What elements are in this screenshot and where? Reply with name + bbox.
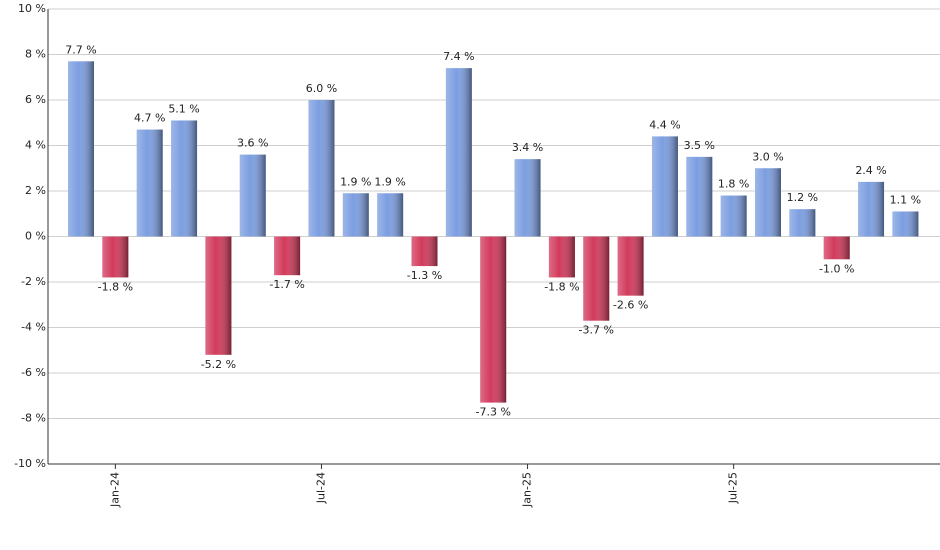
bar-shade bbox=[205, 236, 232, 355]
value-label: 7.7 % bbox=[65, 43, 96, 56]
x-tick-label: Jul-24 bbox=[314, 472, 327, 504]
bar-shade bbox=[480, 236, 507, 403]
bar-shade bbox=[720, 195, 747, 237]
bar-shade bbox=[548, 236, 575, 278]
y-tick-label: 6 % bbox=[25, 93, 46, 106]
value-label: 1.9 % bbox=[374, 175, 405, 188]
value-label: 3.6 % bbox=[237, 137, 268, 150]
bar-shade bbox=[102, 236, 129, 278]
value-label: 3.4 % bbox=[512, 141, 543, 154]
bar-shade bbox=[858, 181, 885, 237]
value-label: 2.4 % bbox=[855, 164, 886, 177]
value-label: 3.0 % bbox=[752, 150, 783, 163]
value-label: -2.6 % bbox=[613, 299, 648, 312]
value-label: 1.9 % bbox=[340, 175, 371, 188]
value-label: 6.0 % bbox=[306, 82, 337, 95]
bar-shade bbox=[583, 236, 610, 321]
bar-shade bbox=[651, 136, 678, 237]
y-tick-label: -6 % bbox=[21, 366, 46, 379]
y-tick-label: 10 % bbox=[18, 2, 46, 15]
bar-shade bbox=[617, 236, 644, 296]
bar-shade bbox=[892, 211, 919, 237]
bar-shade bbox=[342, 193, 369, 237]
y-tick-label: 2 % bbox=[25, 184, 46, 197]
value-label: 4.7 % bbox=[134, 112, 165, 125]
y-tick-label: -8 % bbox=[21, 412, 46, 425]
value-label: 1.2 % bbox=[787, 191, 818, 204]
value-label: -1.8 % bbox=[98, 280, 133, 293]
value-label: 5.1 % bbox=[168, 102, 199, 115]
bar-shade bbox=[308, 100, 335, 237]
bar-shade bbox=[239, 154, 266, 237]
bar-shade bbox=[789, 209, 816, 237]
y-tick-label: 0 % bbox=[25, 230, 46, 243]
y-tick-label: -2 % bbox=[21, 275, 46, 288]
y-tick-label: -4 % bbox=[21, 321, 46, 334]
y-tick-label: 8 % bbox=[25, 48, 46, 61]
value-label: 7.4 % bbox=[443, 50, 474, 63]
bar-shade bbox=[136, 129, 163, 237]
bar-shade bbox=[686, 156, 713, 237]
value-label: 1.8 % bbox=[718, 178, 749, 191]
value-label: -5.2 % bbox=[201, 358, 236, 371]
bar-shade bbox=[823, 236, 850, 260]
x-tick-label: Jan-25 bbox=[521, 472, 534, 508]
value-label: -1.7 % bbox=[269, 278, 304, 291]
value-label: -3.7 % bbox=[579, 324, 614, 337]
bar-shade bbox=[445, 68, 472, 237]
value-label: 3.5 % bbox=[684, 139, 715, 152]
bar-shade bbox=[68, 61, 94, 237]
value-label: -1.0 % bbox=[819, 262, 854, 275]
value-label: 1.1 % bbox=[890, 193, 921, 206]
value-label: -1.8 % bbox=[544, 280, 579, 293]
bar-shade bbox=[274, 236, 301, 276]
y-tick-label: 4 % bbox=[25, 139, 46, 152]
value-label: 4.4 % bbox=[649, 118, 680, 131]
y-tick-label: -10 % bbox=[14, 457, 46, 470]
bar-shade bbox=[514, 159, 541, 237]
bar-shade bbox=[411, 236, 438, 267]
bar-shade bbox=[377, 193, 404, 237]
x-tick-label: Jul-25 bbox=[727, 472, 740, 504]
value-label: -1.3 % bbox=[407, 269, 442, 282]
value-label: -7.3 % bbox=[475, 406, 510, 419]
bar-shade bbox=[755, 168, 781, 237]
bar-shade bbox=[171, 120, 198, 237]
x-tick-label: Jan-24 bbox=[108, 472, 121, 508]
